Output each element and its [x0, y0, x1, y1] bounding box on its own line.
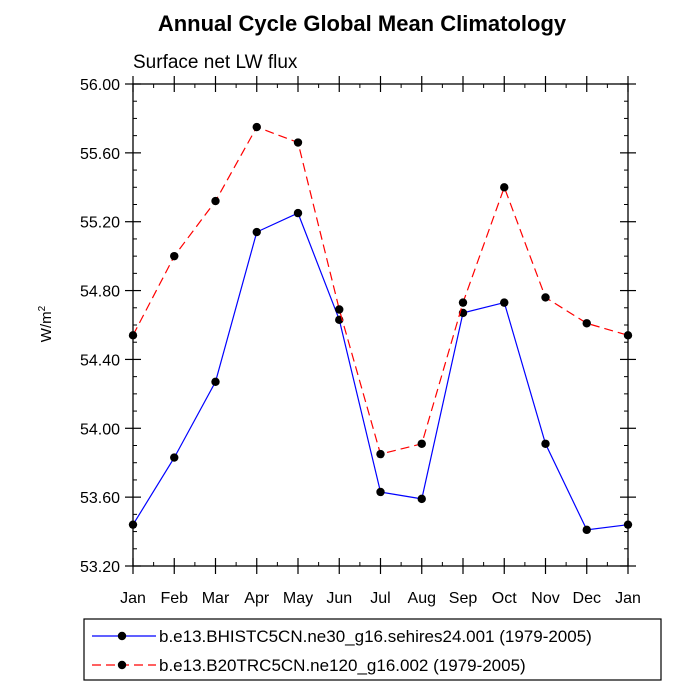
x-tick-label: Sep: [449, 590, 478, 607]
data-point: [211, 377, 220, 387]
y-tick-label: 53.20: [80, 559, 120, 576]
series-2: [128, 122, 633, 459]
data-point: [128, 331, 138, 340]
data-point: [252, 122, 261, 132]
x-tick-label: Jan: [615, 590, 641, 607]
legend-label: b.e13.BHISTC5CN.ne30_g16.sehires24.001 (…: [159, 627, 592, 646]
x-tick-label: Nov: [531, 590, 559, 607]
data-point: [623, 520, 633, 529]
data-point: [376, 449, 385, 459]
legend: b.e13.BHISTC5CN.ne30_g16.sehires24.001 (…: [83, 618, 662, 681]
data-point: [128, 520, 138, 529]
data-point: [252, 227, 261, 237]
x-tick-label: May: [283, 590, 313, 607]
y-axis-label: W/m2: [37, 305, 55, 342]
data-point: [293, 138, 303, 147]
legend-marker: [117, 631, 127, 641]
series-1: [128, 208, 633, 535]
y-tick-label: 54.40: [80, 352, 120, 369]
legend-label: b.e13.B20TRC5CN.ne120_g16.002 (1979-2005…: [159, 656, 526, 675]
series-line: [132, 212, 629, 531]
chart-subtitle: Surface net LW flux: [133, 52, 298, 73]
y-tick-label: 55.60: [80, 146, 120, 163]
y-tick-label: 53.60: [80, 490, 120, 507]
data-point: [376, 487, 385, 497]
x-tick-label: Mar: [202, 590, 230, 607]
series-layer: [128, 122, 633, 535]
y-tick-label: 54.00: [80, 421, 120, 438]
data-point: [170, 251, 179, 261]
x-tick-label: Jul: [370, 590, 390, 607]
x-tick-label: Feb: [160, 590, 188, 607]
data-point: [541, 293, 550, 302]
legend-box: [83, 618, 662, 681]
series-line: [132, 126, 629, 455]
data-point: [335, 305, 344, 314]
data-point: [541, 439, 550, 448]
data-point: [582, 319, 591, 328]
chart-title: Annual Cycle Global Mean Climatology: [158, 11, 567, 36]
data-point: [458, 298, 468, 307]
axis-ticks: Jan Feb Mar Apr May Jun Jul Aug Sep Oct Nov Dec Jan5…: [80, 76, 641, 607]
data-point: [211, 196, 220, 206]
y-axis-label-unit: W/m: [38, 311, 55, 342]
y-axis-label-superscript: 2: [37, 305, 48, 311]
data-point: [417, 439, 426, 448]
data-point: [623, 331, 633, 340]
y-tick-label: 56.00: [80, 77, 120, 94]
data-point: [170, 453, 179, 462]
x-tick-label: Jun: [326, 590, 352, 607]
x-tick-label: Apr: [244, 590, 270, 607]
x-tick-label: Dec: [573, 590, 601, 607]
data-point: [582, 525, 591, 535]
x-tick-label: Aug: [408, 590, 436, 607]
y-tick-label: 54.80: [80, 284, 120, 301]
x-tick-label: Oct: [492, 590, 517, 607]
y-tick-label: 55.20: [80, 215, 120, 232]
data-point: [417, 494, 426, 504]
data-point: [293, 208, 303, 218]
data-point: [500, 183, 509, 192]
legend-marker: [117, 660, 127, 670]
x-tick-label: Jan: [120, 590, 146, 607]
data-point: [500, 298, 509, 307]
